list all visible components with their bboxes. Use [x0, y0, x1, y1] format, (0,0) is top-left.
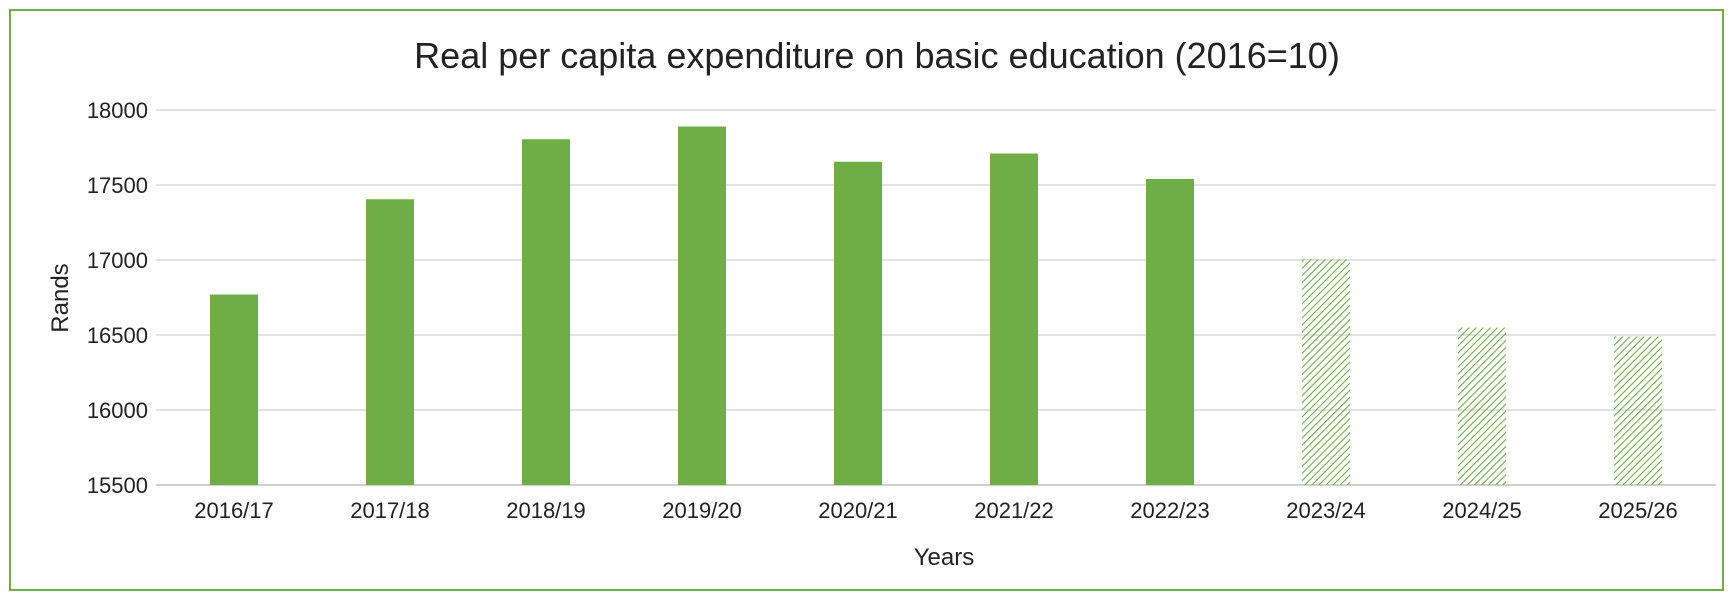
bars: [210, 126, 1662, 485]
bar-2022-23: [1146, 179, 1194, 485]
bar-2023-24: [1302, 259, 1350, 485]
y-tick-label: 15500: [87, 473, 148, 498]
x-tick-label: 2021/22: [974, 498, 1054, 523]
bar-2024-25: [1458, 327, 1506, 485]
y-tick-labels: 15500 16000 16500 17000 17500 18000: [87, 98, 148, 498]
x-tick-label: 2025/26: [1598, 498, 1678, 523]
y-axis-label: Rands: [47, 263, 74, 332]
x-tick-label: 2020/21: [818, 498, 898, 523]
y-tick-label: 17500: [87, 173, 148, 198]
gridlines: [156, 109, 1716, 486]
bar-2021-22: [990, 153, 1038, 485]
x-tick-label: 2017/18: [350, 498, 430, 523]
x-tick-label: 2016/17: [194, 498, 274, 523]
x-tick-label: 2024/25: [1442, 498, 1522, 523]
chart-title: Real per capita expenditure on basic edu…: [414, 35, 1340, 76]
bar-2016-17: [210, 294, 258, 485]
y-tick-label: 16500: [87, 323, 148, 348]
x-tick-label: 2023/24: [1286, 498, 1366, 523]
bar-2025-26: [1614, 336, 1662, 485]
bar-2019-20: [678, 126, 726, 485]
bar-2020-21: [834, 161, 882, 485]
x-tick-labels: 2016/17 2017/18 2018/19 2019/20 2020/21 2021/…: [194, 498, 1678, 523]
y-tick-label: 17000: [87, 248, 148, 273]
x-axis-label: Years: [914, 544, 975, 571]
y-tick-label: 16000: [87, 398, 148, 423]
x-tick-label: 2022/23: [1130, 498, 1210, 523]
x-tick-label: 2019/20: [662, 498, 742, 523]
bar-2018-19: [522, 139, 570, 485]
y-tick-label: 18000: [87, 98, 148, 123]
bar-2017-18: [366, 199, 414, 485]
x-tick-label: 2018/19: [506, 498, 586, 523]
